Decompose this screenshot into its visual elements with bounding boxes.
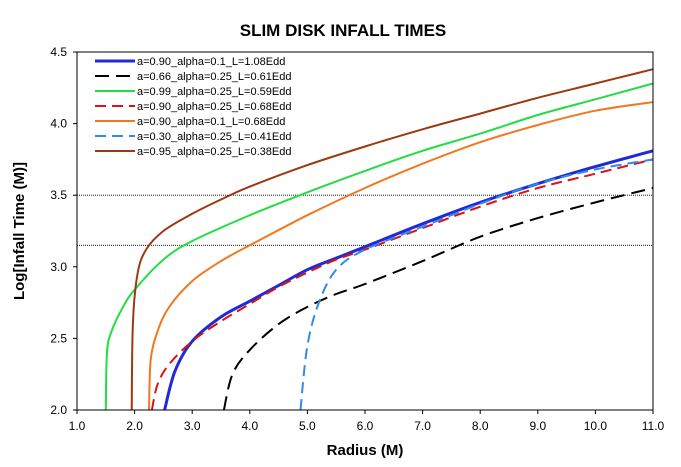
y-tick-label: 4.0 <box>50 117 67 131</box>
series-line-5 <box>148 101 654 411</box>
legend-label-7: a=0.95_alpha=0.25_L=0.38Edd <box>137 146 291 158</box>
legend-label-4: a=0.90_alpha=0.25_L=0.68Edd <box>137 101 291 113</box>
legend-label-6: a=0.30_alpha=0.25_L=0.41Edd <box>137 131 291 143</box>
series-line-4 <box>150 158 654 411</box>
x-tick-label: 5.0 <box>299 419 316 433</box>
legend-label-1: a=0.90_alpha=0.1_L=1.08Edd <box>137 56 285 68</box>
series-line-7 <box>130 68 654 411</box>
x-tick-label: 7.0 <box>414 419 431 433</box>
y-tick-label: 4.5 <box>50 45 67 59</box>
legend: a=0.90_alpha=0.1_L=1.08Edd a=0.66_alpha=0… <box>95 56 291 158</box>
x-axis-label: Radius (M) <box>327 442 404 459</box>
y-axis-ticks: 2.0 2.5 3.0 3.5 4.0 4.5 <box>50 45 77 417</box>
x-tick-label: 8.0 <box>472 419 489 433</box>
legend-label-5: a=0.90_alpha=0.1_L=0.68Edd <box>137 116 285 128</box>
chart-title: SLIM DISK INFALL TIMES <box>240 21 447 40</box>
y-tick-label: 3.5 <box>50 188 67 202</box>
x-tick-label: 1.0 <box>69 419 86 433</box>
x-tick-label: 4.0 <box>241 419 258 433</box>
series-line-3 <box>104 82 654 411</box>
y-axis-label: Log[Infall Time (M)] <box>11 162 28 300</box>
x-tick-label: 3.0 <box>184 419 201 433</box>
series-group <box>104 68 654 411</box>
y-tick-label: 3.0 <box>50 260 67 274</box>
x-axis-ticks: 1.0 2.0 3.0 4.0 5.0 6.0 7.0 8.0 9.0 10.0 11.0 <box>69 410 665 433</box>
y-tick-label: 2.0 <box>50 403 67 417</box>
y-tick-label: 2.5 <box>50 331 67 345</box>
series-line-2 <box>222 187 654 411</box>
series-line-6 <box>299 158 654 411</box>
x-tick-label: 2.0 <box>126 419 143 433</box>
legend-label-2: a=0.66_alpha=0.25_L=0.61Edd <box>137 71 291 83</box>
x-tick-label: 11.0 <box>642 419 665 433</box>
series-line-1 <box>163 149 654 411</box>
legend-label-3: a=0.99_alpha=0.25_L=0.59Edd <box>137 86 291 98</box>
x-tick-label: 6.0 <box>357 419 374 433</box>
x-tick-label: 9.0 <box>529 419 546 433</box>
x-tick-label: 10.0 <box>584 419 608 433</box>
reference-lines <box>77 194 653 246</box>
